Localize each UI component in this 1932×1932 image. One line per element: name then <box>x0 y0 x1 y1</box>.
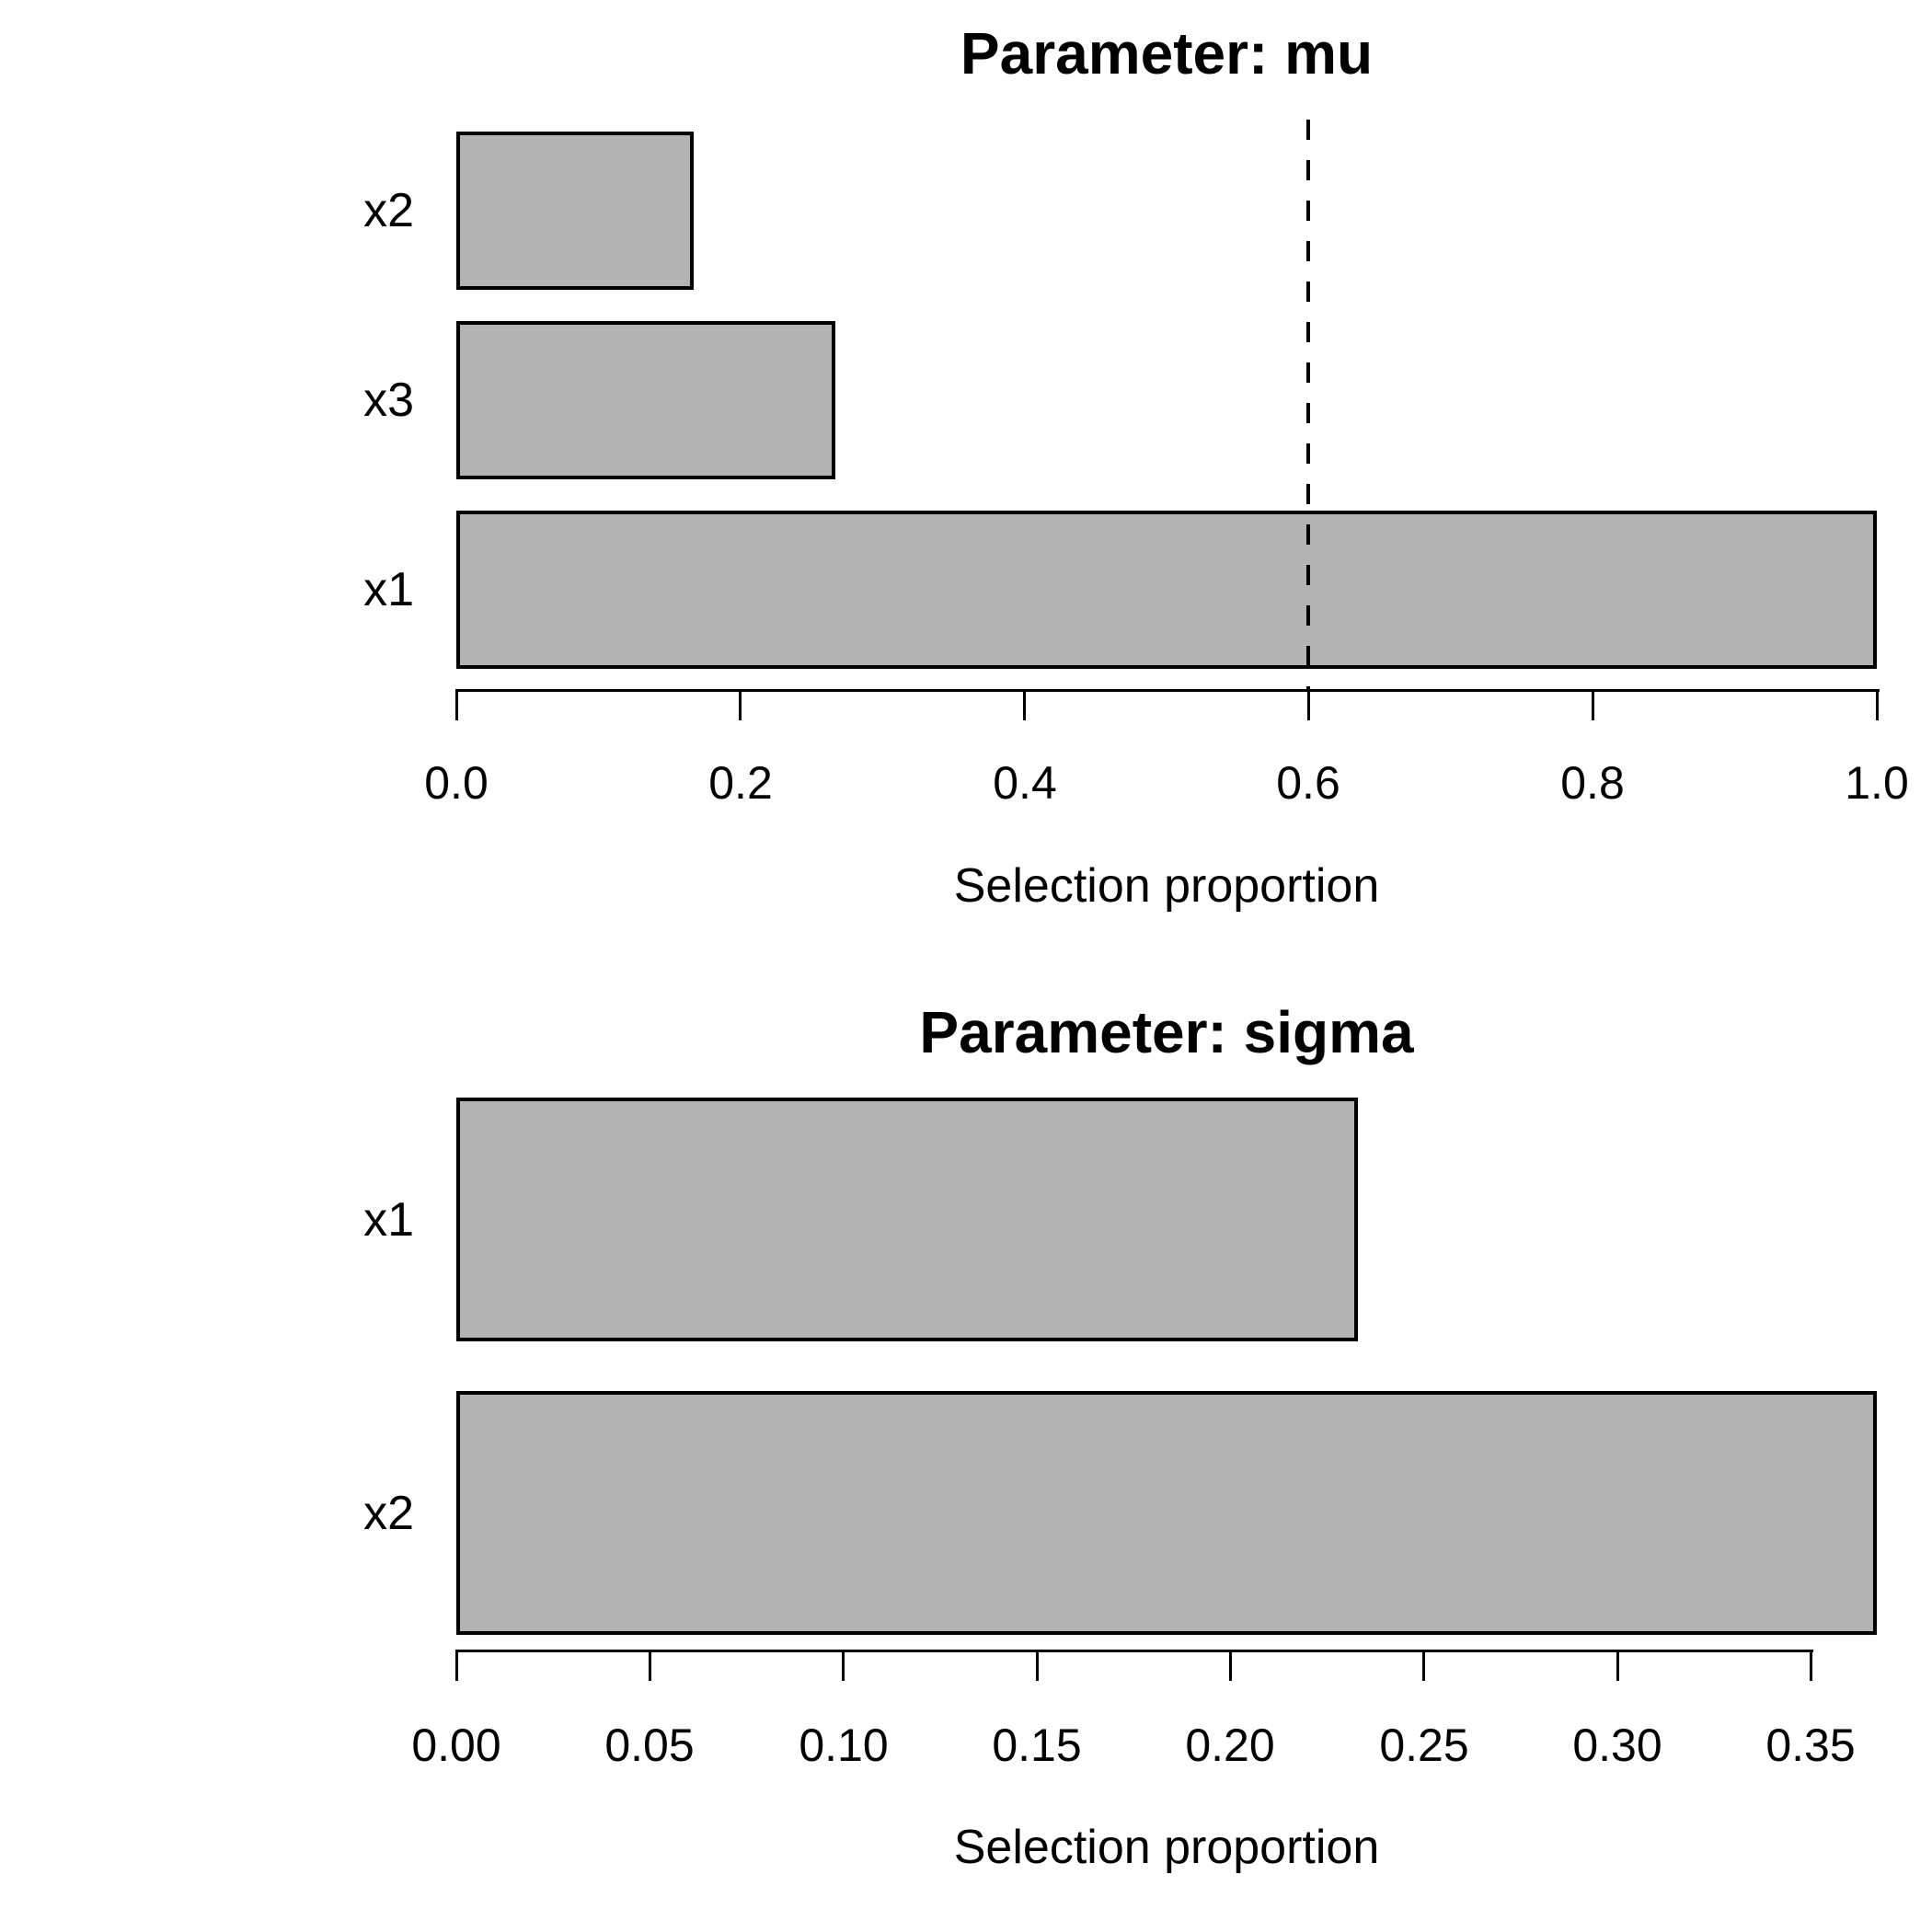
x-axis-tick <box>1810 1650 1812 1681</box>
x-axis-tick <box>455 689 458 720</box>
x-axis-tick-label: 0.30 <box>1572 1719 1662 1771</box>
bar-x1 <box>456 511 1877 669</box>
x-axis-tick-label: 0.0 <box>424 757 489 809</box>
x-axis-tick-label: 0.2 <box>708 757 773 809</box>
x-axis-tick <box>842 1650 845 1681</box>
x-axis-line <box>456 1650 1813 1652</box>
x-axis-tick-label: 0.25 <box>1379 1719 1469 1771</box>
x-axis-tick <box>1229 1650 1232 1681</box>
category-label-x2: x2 <box>363 1486 414 1540</box>
x-axis-tick <box>1307 689 1310 720</box>
x-axis-tick <box>455 1650 458 1681</box>
x-axis-tick-label: 0.20 <box>1185 1719 1275 1771</box>
x-axis-tick <box>1422 1650 1425 1681</box>
x-axis-tick-label: 0.4 <box>993 757 1057 809</box>
x-axis-tick <box>1876 689 1879 720</box>
x-axis-tick <box>1616 1650 1619 1681</box>
threshold-line <box>1306 120 1310 689</box>
x-axis-tick <box>1023 689 1026 720</box>
x-axis-tick <box>739 689 742 720</box>
x-axis-label-mu: Selection proportion <box>953 859 1380 913</box>
category-label-x1: x1 <box>363 1192 414 1247</box>
x-axis-line <box>456 689 1880 692</box>
category-label-x2: x2 <box>363 184 414 237</box>
bar-x2 <box>456 132 694 290</box>
chart-title-mu: Parameter: mu <box>960 20 1374 86</box>
x-axis-tick-label: 0.05 <box>604 1719 695 1771</box>
bar-x2 <box>456 1391 1877 1635</box>
x-axis-tick <box>1592 689 1594 720</box>
x-axis-tick-label: 0.00 <box>411 1719 501 1771</box>
category-label-x1: x1 <box>363 563 414 616</box>
bar-x3 <box>456 321 835 479</box>
x-axis-label-sigma: Selection proportion <box>953 1821 1380 1874</box>
x-axis-tick-label: 0.6 <box>1276 757 1340 809</box>
x-axis-tick <box>1036 1650 1039 1681</box>
category-label-x3: x3 <box>363 374 414 427</box>
x-axis-tick <box>649 1650 651 1681</box>
bar-x1 <box>456 1098 1358 1341</box>
chart-title-sigma: Parameter: sigma <box>919 999 1414 1065</box>
x-axis-tick-label: 0.10 <box>799 1719 889 1771</box>
x-axis-tick-label: 0.15 <box>992 1719 1082 1771</box>
x-axis-tick-label: 0.8 <box>1560 757 1625 809</box>
x-axis-tick-label: 0.35 <box>1765 1719 1856 1771</box>
x-axis-tick-label: 1.0 <box>1845 757 1909 809</box>
